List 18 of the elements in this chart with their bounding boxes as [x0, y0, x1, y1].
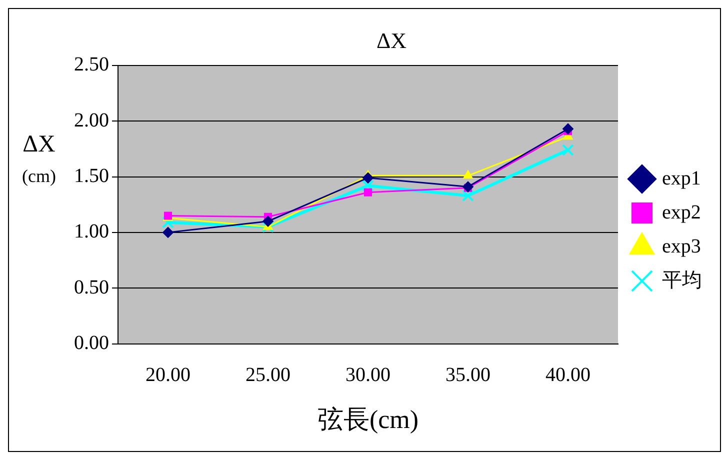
- y-tick-label: 1.00: [74, 220, 109, 243]
- x-tick-label: 35.00: [446, 364, 490, 386]
- y-tick-label: 1.50: [74, 165, 109, 188]
- y-tick-label: 2.50: [74, 54, 109, 76]
- legend-label: exp3: [662, 235, 701, 258]
- legend-label: exp2: [662, 201, 701, 224]
- y-tick-label: 0.00: [74, 332, 109, 354]
- legend-label: exp1: [662, 167, 701, 190]
- x-tick-label: 25.00: [246, 364, 290, 386]
- y-tick-label: 0.50: [74, 276, 109, 298]
- chart-title: ΔX: [376, 28, 407, 53]
- x-tick-label: 40.00: [546, 364, 590, 386]
- y-tick-label: 2.00: [74, 109, 109, 132]
- y-axis-title: ΔX (cm): [22, 132, 56, 186]
- x-tick-label: 20.00: [146, 364, 190, 386]
- legend-label: 平均: [662, 269, 702, 292]
- x-axis-title: 弦長(cm): [317, 405, 419, 434]
- x-tick-label: 30.00: [346, 364, 390, 386]
